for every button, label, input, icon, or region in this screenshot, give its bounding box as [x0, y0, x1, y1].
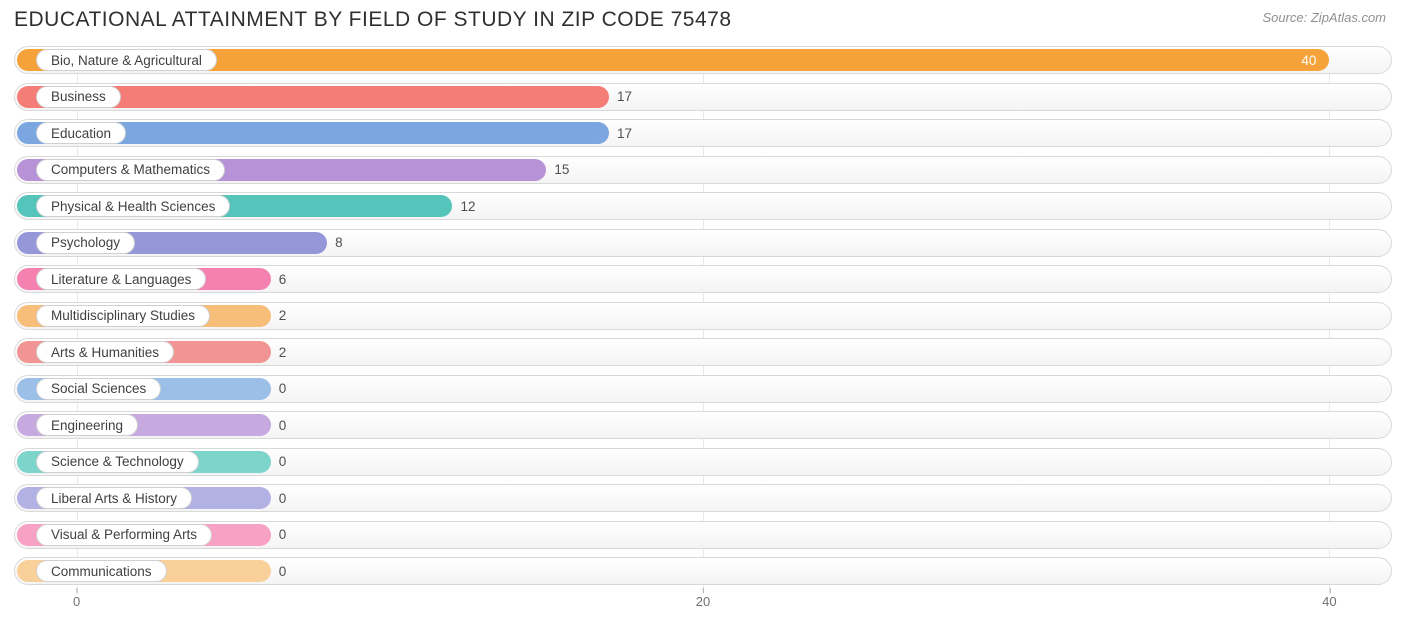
bar-row: Science & Technology 0 — [14, 448, 1392, 476]
value-label: 0 — [271, 411, 287, 439]
bar-row: Engineering 0 — [14, 411, 1392, 439]
bar-row: Education 17 — [14, 119, 1392, 147]
category-pill: Engineering — [36, 414, 138, 436]
chart-rows: Bio, Nature & Agricultural40Business17Ed… — [14, 46, 1392, 585]
value-label: 17 — [609, 83, 632, 111]
category-pill: Literature & Languages — [36, 268, 206, 290]
bar-row: Psychology 8 — [14, 229, 1392, 257]
chart-title: EDUCATIONAL ATTAINMENT BY FIELD OF STUDY… — [14, 8, 732, 32]
value-label: 40 — [17, 46, 1326, 74]
category-pill: Physical & Health Sciences — [36, 195, 230, 217]
bar-row: Business 17 — [14, 83, 1392, 111]
chart-header: EDUCATIONAL ATTAINMENT BY FIELD OF STUDY… — [14, 8, 1392, 32]
category-pill: Education — [36, 122, 126, 144]
category-pill: Liberal Arts & History — [36, 487, 192, 509]
bar-row: Arts & Humanities 2 — [14, 338, 1392, 366]
chart-source: Source: ZipAtlas.com — [1262, 10, 1386, 25]
bar-row: Communications 0 — [14, 557, 1392, 585]
bar-row: Computers & Mathematics 15 — [14, 156, 1392, 184]
value-label: 6 — [271, 265, 287, 293]
bar-row: Liberal Arts & History 0 — [14, 484, 1392, 512]
category-pill: Communications — [36, 560, 167, 582]
x-tick: 0 — [73, 594, 80, 609]
value-label: 0 — [271, 448, 287, 476]
category-pill: Computers & Mathematics — [36, 159, 225, 181]
value-label: 8 — [327, 229, 343, 257]
category-pill: Psychology — [36, 232, 135, 254]
chart-area: Bio, Nature & Agricultural40Business17Ed… — [14, 46, 1392, 618]
category-pill: Visual & Performing Arts — [36, 524, 212, 546]
category-pill: Arts & Humanities — [36, 341, 174, 363]
bar-row: Multidisciplinary Studies 2 — [14, 302, 1392, 330]
value-label: 17 — [609, 119, 632, 147]
category-pill: Social Sciences — [36, 378, 161, 400]
bar-row: Physical & Health Sciences 12 — [14, 192, 1392, 220]
bar-row: Social Sciences 0 — [14, 375, 1392, 403]
category-pill: Science & Technology — [36, 451, 199, 473]
bar-row: Bio, Nature & Agricultural40 — [14, 46, 1392, 74]
value-label: 0 — [271, 521, 287, 549]
x-axis: 0 20 40 — [14, 594, 1392, 618]
x-tick: 20 — [696, 594, 710, 609]
value-label: 0 — [271, 484, 287, 512]
bar-row: Visual & Performing Arts 0 — [14, 521, 1392, 549]
value-label: 0 — [271, 375, 287, 403]
value-label: 2 — [271, 338, 287, 366]
x-tick: 40 — [1322, 594, 1336, 609]
value-label: 0 — [271, 557, 287, 585]
bar-row: Literature & Languages 6 — [14, 265, 1392, 293]
value-label: 12 — [452, 192, 475, 220]
category-pill: Business — [36, 86, 121, 108]
value-label: 15 — [546, 156, 569, 184]
category-pill: Multidisciplinary Studies — [36, 305, 210, 327]
value-label: 2 — [271, 302, 287, 330]
